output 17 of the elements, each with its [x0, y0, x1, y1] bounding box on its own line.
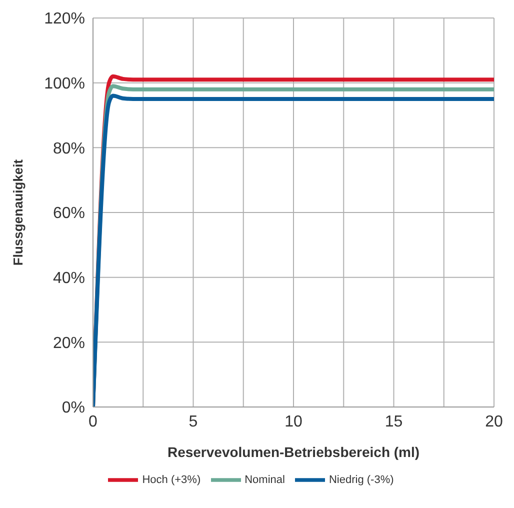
legend-label: Hoch (+3%) [142, 474, 201, 486]
x-tick-label: 0 [88, 413, 98, 430]
y-tick-label: 20% [52, 334, 85, 352]
x-tick-label: 5 [188, 413, 198, 430]
y-tick-label: 60% [52, 205, 85, 222]
y-tick-label: 40% [52, 270, 85, 288]
legend-label: Nominal [244, 474, 285, 486]
y-tick-label: 100% [44, 76, 85, 93]
y-tick-label: 0% [62, 400, 85, 417]
legend-label: Niedrig (-3%) [328, 474, 394, 486]
x-tick-label: 20 [485, 413, 503, 430]
y-tick-label: 120% [44, 10, 85, 28]
x-tick-label: 10 [284, 413, 302, 430]
y-axis-title: Flussgenauigkeit [10, 158, 26, 266]
y-tick-label: 80% [52, 140, 85, 158]
x-tick-label: 15 [384, 413, 403, 430]
x-axis-title: Reservevolumen-Betriebsbereich (ml) [167, 444, 420, 460]
